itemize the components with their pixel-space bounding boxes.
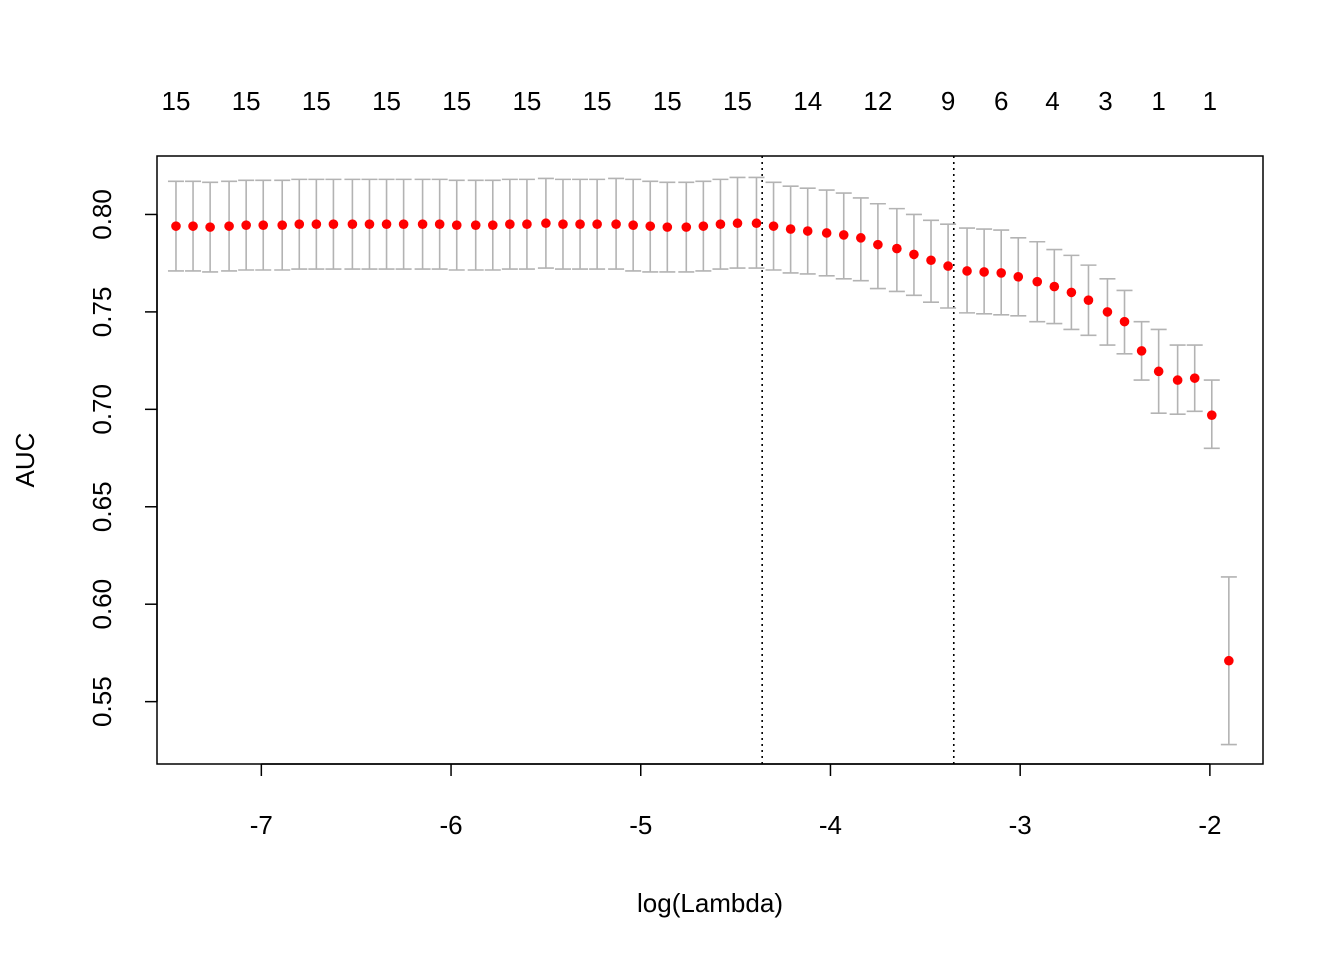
data-point — [558, 219, 568, 230]
data-point — [1066, 287, 1077, 298]
data-point — [943, 261, 953, 271]
data-point — [417, 219, 428, 230]
data-point — [732, 218, 743, 229]
x-tick-label: -2 — [1198, 810, 1221, 840]
x-tick-label: -5 — [629, 810, 652, 840]
top-count-label: 4 — [1045, 86, 1059, 116]
data-point — [575, 219, 585, 230]
data-point — [1119, 316, 1130, 327]
top-count-label: 15 — [512, 86, 541, 116]
data-point — [294, 219, 305, 230]
data-point — [258, 220, 269, 230]
x-tick-label: -7 — [250, 810, 273, 840]
data-point — [926, 255, 936, 266]
y-axis: 0.55 0.60 0.65 0.70 0.75 0.80 — [87, 189, 158, 727]
data-point — [611, 219, 621, 230]
data-point — [505, 219, 515, 230]
data-point — [541, 218, 551, 229]
x-axis-title: log(Lambda) — [637, 888, 783, 918]
data-point — [347, 219, 358, 230]
data-point — [188, 221, 198, 231]
data-point — [277, 220, 288, 230]
data-point — [681, 222, 692, 232]
top-count-label: 15 — [372, 86, 401, 116]
y-tick-label: 0.60 — [87, 579, 117, 630]
data-point — [1083, 295, 1094, 306]
data-point — [1172, 375, 1183, 385]
data-point — [381, 219, 392, 230]
data-point — [470, 220, 481, 230]
data-point — [1153, 366, 1164, 377]
x-tick-label: -6 — [439, 810, 462, 840]
data-point — [962, 266, 972, 276]
data-point — [662, 222, 673, 232]
data-point — [205, 222, 215, 232]
data-point — [1206, 410, 1217, 420]
data-point — [224, 221, 234, 231]
data-point — [398, 219, 409, 230]
data-point — [1102, 307, 1113, 317]
y-tick-label: 0.80 — [87, 189, 117, 240]
top-count-label: 1 — [1203, 86, 1217, 116]
data-point — [171, 221, 181, 231]
data-point — [698, 221, 709, 231]
x-tick-label: -4 — [819, 810, 842, 840]
data-point — [311, 219, 322, 230]
top-count-label: 15 — [583, 86, 612, 116]
data-point — [785, 224, 796, 234]
top-count-label: 15 — [162, 86, 191, 116]
data-point — [1049, 281, 1060, 292]
data-point — [628, 220, 638, 230]
data-point — [821, 228, 832, 238]
data-point — [434, 219, 445, 230]
data-point — [1013, 272, 1024, 282]
data-point — [1224, 655, 1234, 666]
data-point — [364, 219, 375, 230]
top-count-label: 12 — [863, 86, 892, 116]
top-axis-nonzero-counts: 15 15 15 15 15 15 15 15 15 14 12 9 6 4 3 1 1 — [162, 86, 1218, 116]
data-point — [838, 230, 849, 240]
data-point — [751, 218, 762, 229]
top-count-label: 15 — [442, 86, 471, 116]
y-axis-title: AUC — [10, 433, 40, 488]
top-count-label: 3 — [1098, 86, 1112, 116]
data-point — [522, 219, 532, 230]
y-tick-label: 0.65 — [87, 481, 117, 532]
data-point — [979, 267, 989, 277]
data-point — [451, 220, 462, 230]
y-tick-label: 0.75 — [87, 287, 117, 338]
data-point — [592, 219, 602, 230]
data-point — [241, 220, 251, 230]
y-tick-label: 0.70 — [87, 384, 117, 435]
data-point — [328, 219, 339, 230]
point-layer — [171, 218, 1234, 666]
data-point — [768, 221, 779, 231]
top-count-label: 14 — [793, 86, 822, 116]
top-count-label: 15 — [232, 86, 261, 116]
y-tick-label: 0.55 — [87, 676, 117, 727]
data-point — [802, 226, 813, 236]
data-point — [856, 233, 866, 243]
data-point — [1189, 373, 1200, 383]
top-count-label: 6 — [994, 86, 1008, 116]
top-count-label: 9 — [941, 86, 955, 116]
data-point — [909, 249, 919, 260]
data-point — [1136, 346, 1147, 356]
top-count-label: 1 — [1151, 86, 1165, 116]
data-point — [645, 221, 656, 231]
data-point — [873, 239, 883, 250]
data-point — [892, 243, 902, 254]
data-point — [1032, 276, 1043, 287]
data-point — [487, 220, 498, 230]
data-point — [715, 219, 726, 230]
top-count-label: 15 — [653, 86, 682, 116]
data-point — [996, 268, 1007, 278]
x-tick-label: -3 — [1009, 810, 1032, 840]
x-axis: -7 -6 -5 -4 -3 -2 — [250, 763, 1221, 840]
top-count-label: 15 — [302, 86, 331, 116]
top-count-label: 15 — [723, 86, 752, 116]
